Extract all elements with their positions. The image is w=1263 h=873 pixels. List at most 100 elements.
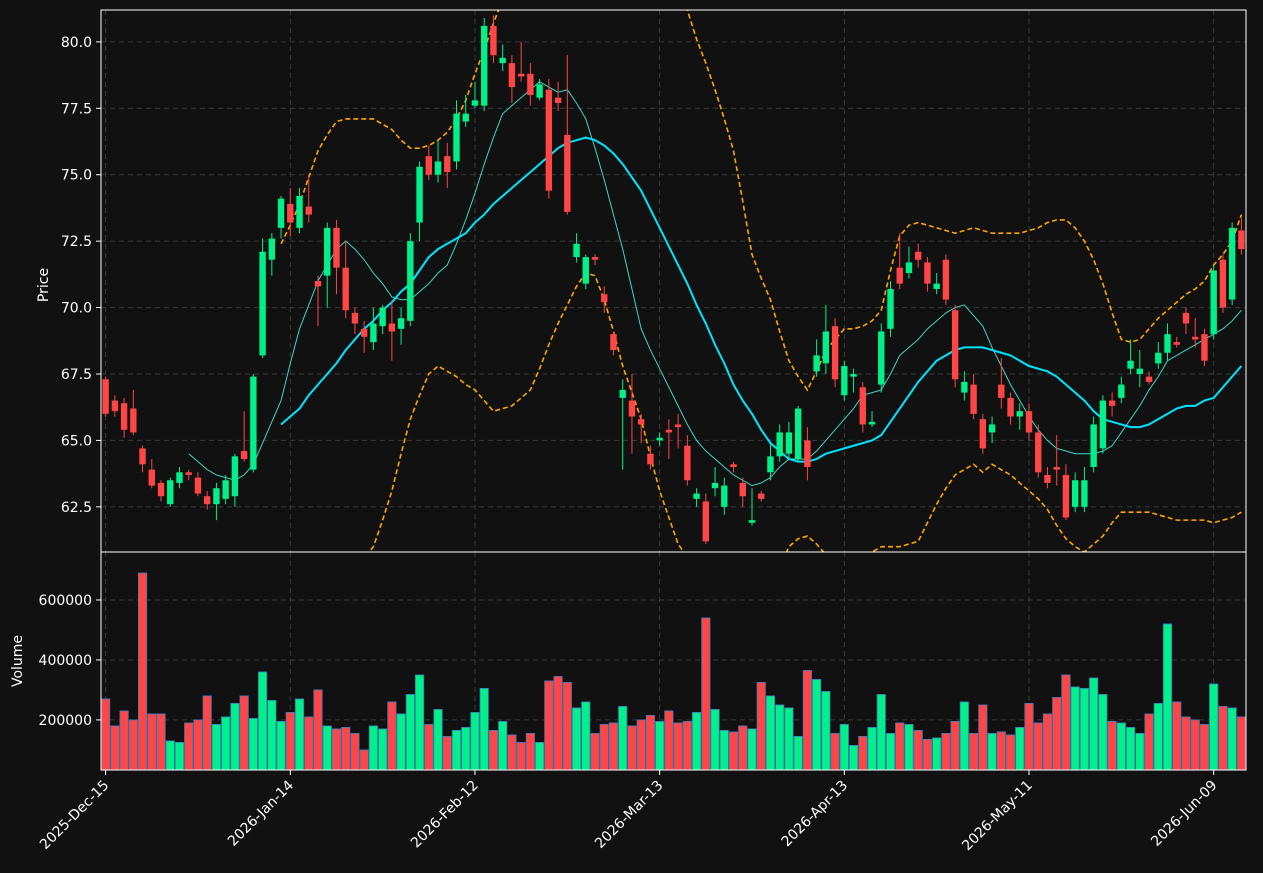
candle-body <box>453 113 460 162</box>
volume-bar <box>304 716 314 771</box>
candle-body <box>554 97 562 103</box>
candle-body <box>905 262 913 274</box>
candle-body <box>388 323 396 332</box>
volume-bar <box>618 706 628 771</box>
volume-bar <box>793 736 803 771</box>
y-tick-label: 65.0 <box>61 433 92 449</box>
volume-bar <box>1052 697 1062 771</box>
volume-bar <box>451 730 462 771</box>
candle-body <box>407 241 414 321</box>
candle-body <box>342 267 349 311</box>
candle-body <box>1016 411 1023 417</box>
volume-bar <box>1236 716 1246 771</box>
volume-bar <box>562 682 572 771</box>
candle-body <box>1108 400 1116 406</box>
candle-body <box>1201 334 1208 361</box>
candle-body <box>471 100 479 106</box>
candle-body <box>951 310 959 380</box>
candle-body <box>1238 230 1245 250</box>
candle-body <box>508 63 516 88</box>
volume-panel <box>101 572 1246 771</box>
volume-bar <box>507 734 517 771</box>
candle-body <box>185 472 192 475</box>
y-axis-label: Volume <box>10 635 26 687</box>
candle-body <box>314 281 322 287</box>
candle-body <box>850 373 857 377</box>
volume-bar <box>1024 703 1034 771</box>
volume-bar <box>1181 716 1191 771</box>
candle-body <box>462 113 469 122</box>
candle-body <box>268 238 276 260</box>
volume-bar <box>553 676 563 771</box>
volume-bar <box>895 722 905 771</box>
candle-body <box>157 482 165 497</box>
candle-body <box>914 251 922 260</box>
volume-bar <box>1153 703 1163 771</box>
volume-bar <box>1098 694 1108 771</box>
volume-bar <box>258 671 268 771</box>
candle-body <box>397 318 405 329</box>
candle-body <box>490 25 497 56</box>
grid <box>101 10 1246 770</box>
volume-bar <box>1116 722 1126 771</box>
candle-body <box>1210 270 1217 335</box>
candle-body <box>887 288 894 329</box>
volume-bar <box>211 724 221 771</box>
candle-body <box>1228 227 1236 300</box>
candle-body <box>961 381 968 393</box>
volume-bar <box>1135 733 1145 771</box>
volume-bar <box>784 707 794 771</box>
volume-bar <box>1070 686 1080 771</box>
volume-bar <box>885 733 896 771</box>
volume-bar <box>812 679 822 771</box>
volume-bar <box>710 709 720 771</box>
candle-body <box>1155 352 1162 364</box>
candle-body <box>1035 432 1042 473</box>
volume-bar <box>525 733 535 771</box>
volume-bar <box>627 725 637 771</box>
candle-body <box>240 451 248 460</box>
candle-body <box>1071 480 1079 507</box>
y-tick-label: 200000 <box>39 713 92 729</box>
candle-body <box>231 456 239 497</box>
volume-bar <box>479 688 489 771</box>
candle-body <box>379 307 386 327</box>
candle-body <box>1044 474 1051 483</box>
volume-bar <box>174 742 185 771</box>
candle-body <box>896 267 903 284</box>
candle-body <box>1173 342 1180 345</box>
volume-bar <box>876 694 886 771</box>
volume-bar <box>387 701 397 771</box>
volume-bar <box>1079 688 1089 771</box>
candle-body <box>351 312 359 324</box>
candle-body <box>656 437 663 441</box>
volume-bar <box>248 718 258 771</box>
volume-bar <box>1190 719 1200 771</box>
candle-body <box>721 485 728 507</box>
volume-bar <box>202 695 212 771</box>
volume-bar <box>959 701 969 771</box>
volume-bar <box>802 670 812 771</box>
volume-bar <box>137 572 148 771</box>
candle-body <box>296 195 303 228</box>
volume-bar <box>165 740 175 771</box>
candle-body <box>1007 397 1014 417</box>
candle-body <box>619 389 626 398</box>
volume-bar <box>867 727 877 771</box>
price-frame <box>100 9 1247 553</box>
candle-body <box>859 387 866 425</box>
volume-bar <box>368 725 378 771</box>
candle-body <box>277 198 285 228</box>
candle-body <box>1127 360 1134 369</box>
volume-bar <box>590 733 600 771</box>
candle-body <box>120 403 128 430</box>
candle-body <box>841 366 848 396</box>
volume-bar <box>313 689 323 771</box>
candle-body <box>610 334 617 351</box>
candle-body <box>1025 411 1033 433</box>
volume-bar <box>1172 701 1182 771</box>
candle-body <box>527 73 534 96</box>
volume-bar <box>535 742 545 771</box>
